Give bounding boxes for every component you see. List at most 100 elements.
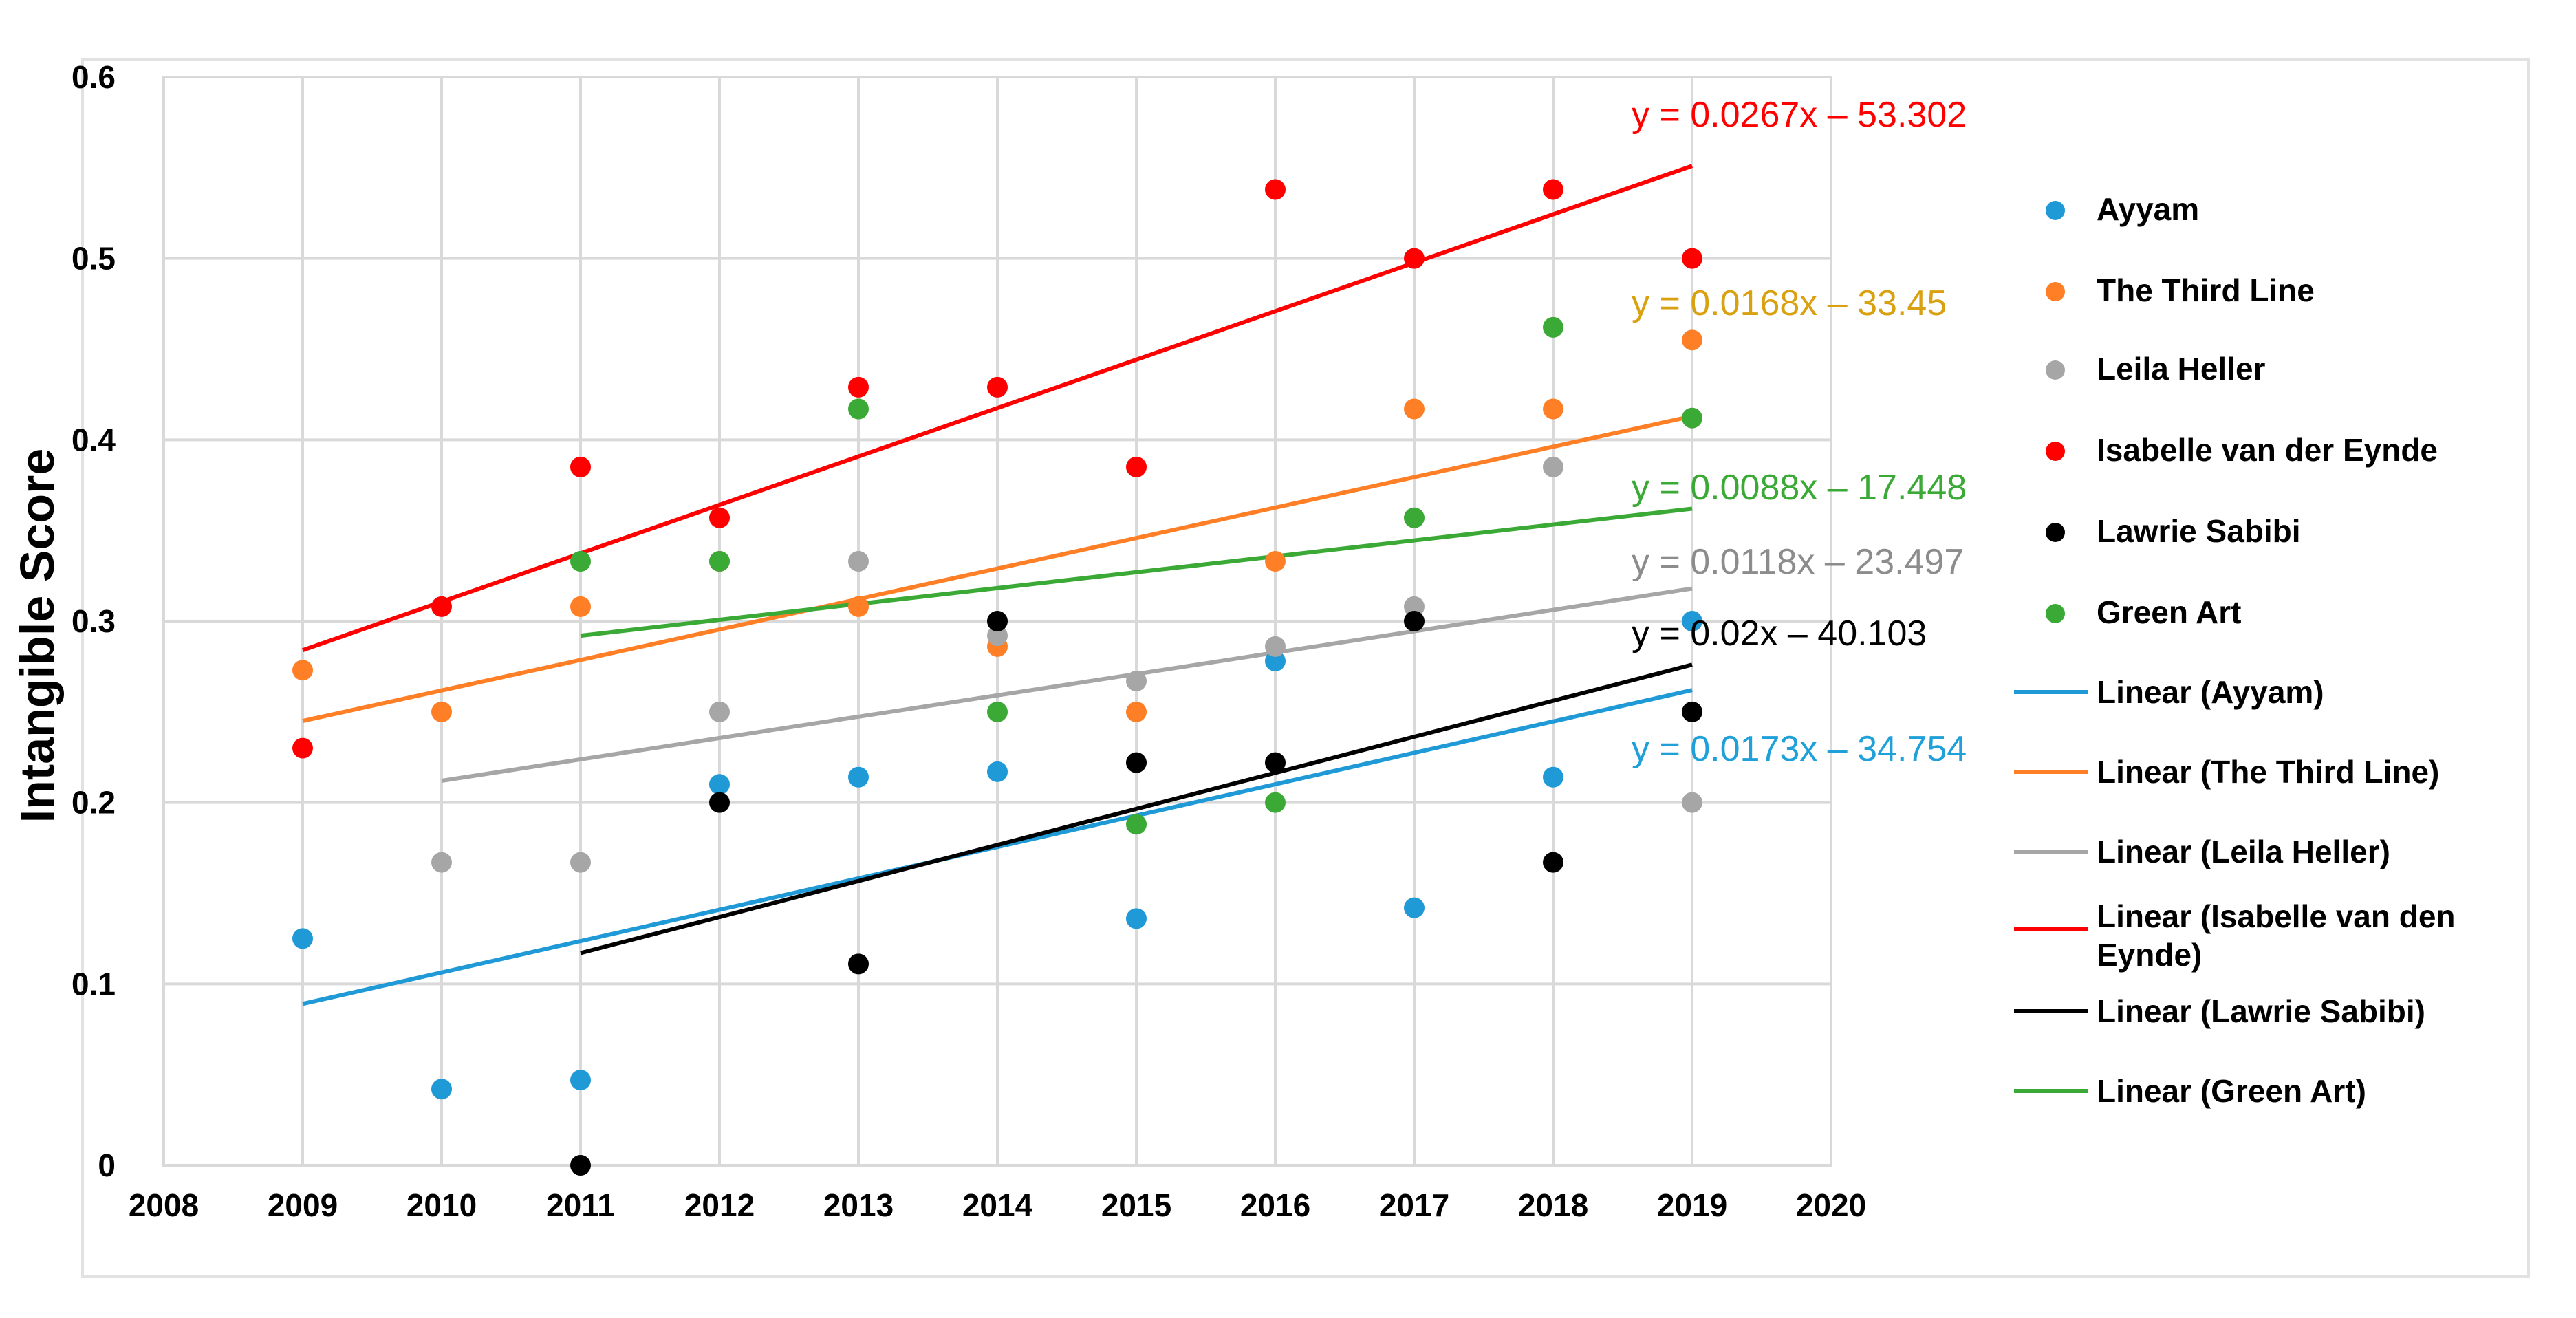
- data-point: [1265, 636, 1286, 657]
- trendlines: [302, 164, 1693, 1006]
- data-point: [292, 928, 313, 949]
- trend-equation: y = 0.0267x – 53.302: [1632, 95, 1967, 135]
- data-point: [848, 766, 869, 788]
- trendline: [302, 164, 1693, 653]
- legend-label: Linear (Green Art): [2097, 1073, 2366, 1109]
- data-point: [431, 701, 452, 722]
- y-tick-label: 0: [98, 1147, 116, 1183]
- data-point: [1265, 550, 1286, 572]
- y-tick-label: 0.1: [72, 966, 116, 1002]
- data-point: [431, 852, 452, 873]
- data-point: [1126, 814, 1147, 835]
- y-tick-label: 0.3: [72, 603, 116, 639]
- x-tick-label: 2020: [1796, 1187, 1866, 1223]
- legend-label: Leila Heller: [2097, 351, 2266, 387]
- data-point: [1126, 701, 1147, 722]
- data-point: [431, 596, 452, 617]
- legend-label: Linear (Leila Heller): [2097, 834, 2390, 869]
- x-tick-label: 2019: [1657, 1187, 1727, 1223]
- x-axis-ticks: 2008 2009 2010 2011 2012 2013 2014 2015 2016 2017…: [129, 1187, 1866, 1223]
- chart-frame: [81, 58, 2530, 1278]
- data-point: [1126, 752, 1147, 773]
- x-tick-label: 2010: [407, 1187, 477, 1223]
- data-point: [1543, 179, 1563, 200]
- x-tick-label: 2012: [684, 1187, 755, 1223]
- data-point: [987, 376, 1008, 398]
- data-point: [1404, 897, 1425, 918]
- data-point: [987, 761, 1008, 782]
- trendline: [580, 662, 1693, 955]
- legend-label: Green Art: [2097, 594, 2241, 630]
- data-point: [1543, 852, 1563, 873]
- data-point: [1543, 398, 1563, 420]
- legend-label: Lawrie Sabibi: [2097, 513, 2301, 549]
- y-axis-label: Intangible Score: [10, 449, 64, 823]
- data-point: [987, 625, 1008, 647]
- data-point: [1682, 701, 1702, 722]
- legend-label: Eynde): [2097, 937, 2202, 973]
- data-point: [1404, 248, 1425, 269]
- trend-equation: y = 0.0118x – 23.497: [1632, 542, 1964, 582]
- data-point: [1682, 611, 1702, 631]
- data-point: [1265, 179, 1286, 200]
- data-point: [1543, 316, 1563, 338]
- x-tick-label: 2008: [129, 1187, 199, 1223]
- legend-marker: [2046, 442, 2065, 461]
- trend-equations: y = 0.0173x – 34.754 y = 0.0168x – 33.45 y…: [1632, 95, 1967, 769]
- data-point: [1265, 752, 1286, 773]
- legend-label: Linear (The Third Line): [2097, 754, 2439, 790]
- trendline: [580, 506, 1693, 638]
- data-point: [570, 596, 591, 617]
- data-point: [292, 737, 313, 759]
- x-tick-label: 2018: [1518, 1187, 1588, 1223]
- data-point: [1543, 766, 1563, 788]
- x-tick-label: 2013: [823, 1187, 894, 1223]
- y-tick-label: 0.5: [72, 241, 116, 277]
- data-point: [1126, 671, 1147, 692]
- data-point: [709, 792, 730, 813]
- data-point: [570, 1155, 591, 1176]
- legend-marker: [2046, 523, 2065, 542]
- data-point: [848, 550, 869, 572]
- data-point: [292, 660, 313, 681]
- data-point: [570, 1070, 591, 1091]
- data-point: [1543, 456, 1563, 477]
- legend-label: Isabelle van der Eynde: [2097, 432, 2438, 468]
- x-tick-label: 2009: [268, 1187, 338, 1223]
- data-point: [709, 550, 730, 572]
- legend-label: The Third Line: [2097, 272, 2315, 308]
- legend: Ayyam The Third Line Leila Heller Isabelle …: [2014, 191, 2456, 1109]
- data-point: [1126, 456, 1147, 477]
- x-tick-label: 2014: [962, 1187, 1033, 1223]
- trend-equation: y = 0.0168x – 33.45: [1632, 283, 1947, 323]
- data-point: [1682, 792, 1702, 813]
- legend-marker: [2046, 282, 2065, 301]
- trend-equation: y = 0.02x – 40.103: [1632, 614, 1927, 653]
- data-point: [570, 550, 591, 572]
- data-point: [1404, 507, 1425, 528]
- trend-equation: y = 0.0173x – 34.754: [1632, 729, 1967, 769]
- trendline: [441, 586, 1693, 783]
- data-point: [848, 596, 869, 617]
- data-point: [987, 611, 1008, 631]
- data-point: [1265, 651, 1286, 672]
- legend-label: Ayyam: [2097, 191, 2199, 227]
- data-point: [1682, 407, 1702, 429]
- data-point: [1404, 611, 1425, 631]
- data-point: [848, 398, 869, 420]
- data-point: [1404, 398, 1425, 420]
- x-tick-label: 2017: [1379, 1187, 1449, 1223]
- data-point: [848, 953, 869, 975]
- data-point: [709, 774, 730, 795]
- data-points: [292, 179, 1702, 1176]
- data-point: [848, 376, 869, 398]
- data-point: [1682, 248, 1702, 269]
- data-point: [431, 1079, 452, 1100]
- legend-marker: [2046, 604, 2065, 623]
- y-tick-label: 0.2: [72, 785, 116, 821]
- data-point: [1265, 792, 1286, 813]
- trendline: [302, 414, 1693, 723]
- y-tick-label: 0.6: [72, 59, 116, 95]
- data-point: [709, 701, 730, 722]
